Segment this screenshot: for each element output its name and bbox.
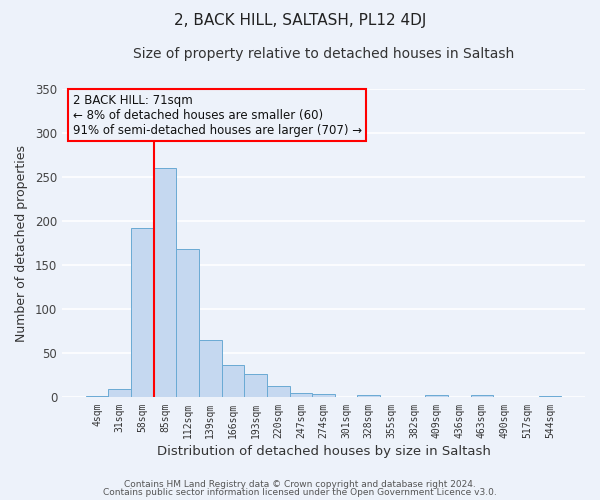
Bar: [539, 396, 561, 398]
Text: 2 BACK HILL: 71sqm
← 8% of detached houses are smaller (60)
91% of semi-detached: 2 BACK HILL: 71sqm ← 8% of detached hous…: [73, 94, 362, 136]
Bar: [267, 386, 290, 398]
Bar: [358, 395, 380, 398]
Bar: [221, 365, 244, 398]
Bar: [312, 394, 335, 398]
Bar: [290, 393, 312, 398]
Bar: [154, 168, 176, 398]
Text: 2, BACK HILL, SALTASH, PL12 4DJ: 2, BACK HILL, SALTASH, PL12 4DJ: [174, 12, 426, 28]
Bar: [176, 250, 199, 398]
X-axis label: Distribution of detached houses by size in Saltash: Distribution of detached houses by size …: [157, 444, 490, 458]
Text: Contains HM Land Registry data © Crown copyright and database right 2024.: Contains HM Land Registry data © Crown c…: [124, 480, 476, 489]
Bar: [425, 395, 448, 398]
Title: Size of property relative to detached houses in Saltash: Size of property relative to detached ho…: [133, 48, 514, 62]
Bar: [109, 388, 131, 398]
Bar: [131, 228, 154, 398]
Text: Contains public sector information licensed under the Open Government Licence v3: Contains public sector information licen…: [103, 488, 497, 497]
Bar: [244, 374, 267, 398]
Bar: [86, 396, 109, 398]
Bar: [470, 395, 493, 398]
Y-axis label: Number of detached properties: Number of detached properties: [15, 145, 28, 342]
Bar: [199, 340, 221, 398]
